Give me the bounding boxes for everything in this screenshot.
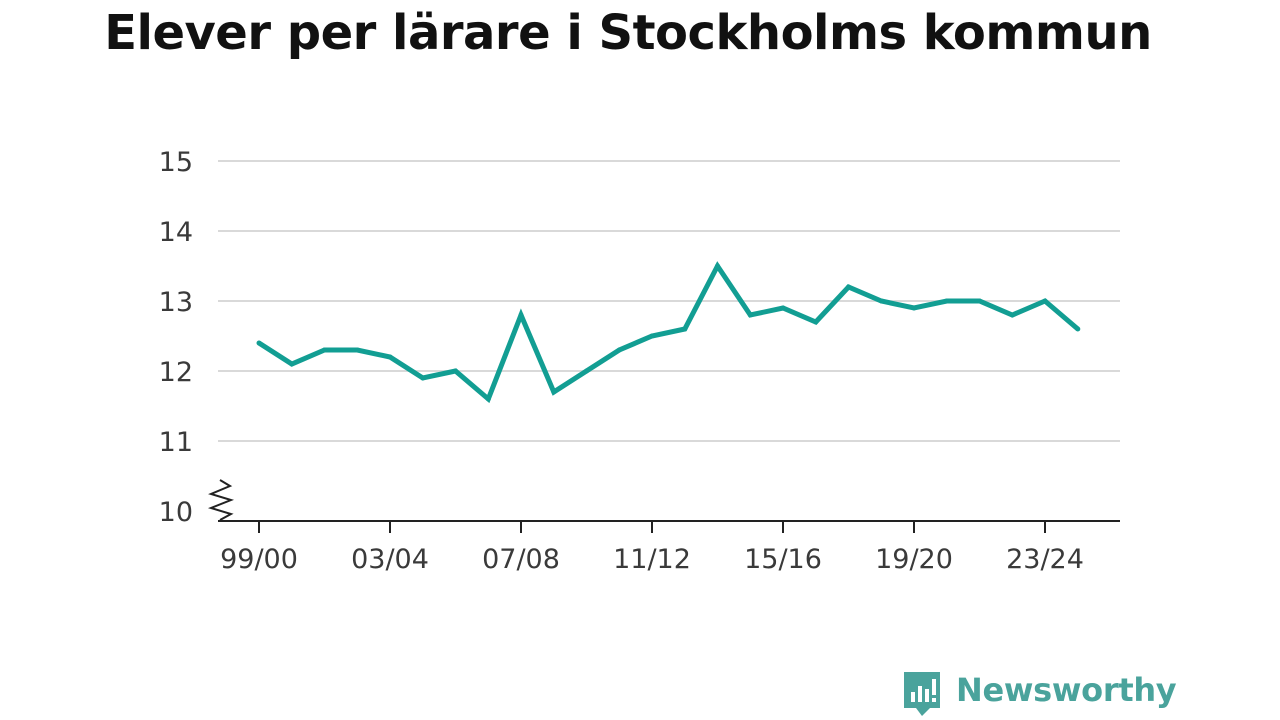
axis-break-icon: [207, 479, 235, 521]
x-tick-label-11-12: 11/12: [613, 544, 691, 575]
x-axis: 99/00 03/04 07/08 11/12 15/16 19/20 23/24: [218, 520, 1120, 575]
data-point-17-18: [846, 284, 851, 290]
brand-name: Newsworthy: [956, 671, 1177, 709]
series-group: [256, 261, 1081, 404]
y-tick-label-11: 11: [159, 427, 193, 458]
data-point-10-11: [616, 347, 622, 353]
data-point-20-21: [944, 298, 950, 304]
y-tick-label-13: 13: [159, 287, 193, 318]
data-point-02-03: [354, 347, 360, 353]
series-line-0: [257, 261, 1080, 404]
data-point-00-01: [289, 361, 295, 367]
x-tick-label-99-00: 99/00: [220, 544, 298, 575]
x-tick-label-03-04: 03/04: [351, 544, 429, 575]
data-point-18-19: [878, 298, 884, 304]
data-point-06-07: [485, 396, 491, 402]
data-point-14-15: [747, 312, 753, 318]
newsworthy-logo: Newsworthy: [902, 670, 1177, 718]
x-tick-label-19-20: 19/20: [875, 544, 953, 575]
data-point-22-23: [1009, 312, 1015, 318]
data-point-21-22: [977, 298, 982, 304]
data-point-11-12: [649, 333, 655, 339]
data-point-19-20: [911, 305, 917, 311]
data-point-05-06: [453, 368, 458, 374]
data-point-09-10: [584, 368, 589, 374]
y-tick-label-15: 15: [159, 147, 193, 178]
data-point-24-25: [1075, 326, 1081, 332]
data-point-15-16: [780, 305, 786, 311]
y-axis: 10 11 12 13 14 15: [159, 147, 235, 528]
y-tick-label-12: 12: [159, 357, 193, 388]
data-point-03-04: [387, 354, 393, 360]
data-point-23-24: [1042, 298, 1048, 304]
x-tick-label-07-08: 07/08: [482, 544, 560, 575]
data-point-08-09: [551, 389, 557, 395]
data-point-99-00: [256, 340, 262, 346]
data-point-12-13: [682, 326, 688, 332]
y-tick-label-10: 10: [159, 497, 193, 528]
data-point-13-14: [715, 263, 720, 269]
x-tick-label-15-16: 15/16: [744, 544, 822, 575]
data-point-04-05: [420, 375, 426, 381]
y-tick-label-14: 14: [159, 217, 193, 248]
data-point-01-02: [322, 347, 327, 353]
newsworthy-logo-icon: [904, 672, 940, 716]
x-tick-label-23-24: 23/24: [1006, 544, 1084, 575]
chart-title: Elever per lärare i Stockholms kommun: [104, 5, 1152, 61]
data-point-16-17: [813, 319, 819, 325]
data-point-07-08: [518, 312, 524, 318]
